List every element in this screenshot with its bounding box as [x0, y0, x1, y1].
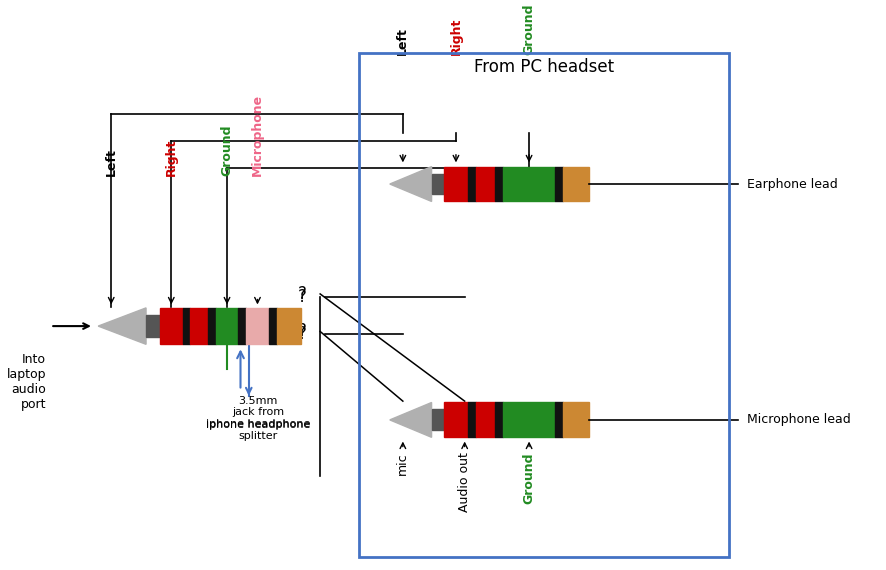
Text: Right: Right — [449, 18, 462, 55]
Polygon shape — [98, 308, 146, 344]
Bar — [208, 308, 215, 344]
Polygon shape — [390, 402, 431, 437]
Bar — [444, 166, 468, 201]
Bar — [268, 308, 276, 344]
Text: Right: Right — [165, 139, 178, 176]
Bar — [503, 402, 556, 437]
Bar — [476, 166, 495, 201]
Text: Ground: Ground — [523, 4, 535, 55]
Bar — [431, 409, 444, 430]
Text: iphone headphone: iphone headphone — [206, 420, 310, 430]
Bar — [238, 308, 246, 344]
Bar — [360, 52, 729, 556]
Bar — [476, 402, 495, 437]
Text: ?: ? — [299, 288, 307, 306]
Bar — [468, 166, 476, 201]
Bar — [431, 174, 444, 194]
Text: ?: ? — [299, 285, 307, 303]
Text: mic: mic — [396, 452, 409, 475]
Text: Microphone: Microphone — [251, 94, 264, 176]
Bar — [468, 402, 476, 437]
Bar — [246, 308, 268, 344]
Bar — [183, 308, 190, 344]
Bar — [444, 402, 468, 437]
Text: Left: Left — [105, 148, 118, 176]
Text: Earphone lead: Earphone lead — [747, 177, 837, 190]
Text: Microphone lead: Microphone lead — [747, 413, 851, 426]
Bar — [563, 166, 589, 201]
Bar — [276, 308, 301, 344]
Text: ?: ? — [299, 323, 307, 340]
Bar — [563, 402, 589, 437]
Bar — [556, 402, 563, 437]
Text: Ground: Ground — [221, 124, 234, 176]
Bar — [146, 315, 160, 337]
Bar — [503, 166, 556, 201]
Text: Ground: Ground — [523, 452, 535, 503]
Bar — [190, 308, 208, 344]
Bar — [556, 166, 563, 201]
Text: From PC headset: From PC headset — [474, 58, 614, 76]
Text: ?: ? — [299, 325, 307, 343]
Text: 3.5mm
jack from
iphone headphone
splitter: 3.5mm jack from iphone headphone splitte… — [206, 396, 310, 441]
Text: Into
laptop
audio
port: Into laptop audio port — [6, 353, 46, 411]
Bar — [495, 166, 503, 201]
Text: Left: Left — [396, 27, 409, 55]
Bar — [495, 402, 503, 437]
Polygon shape — [390, 166, 431, 201]
Bar — [160, 308, 183, 344]
Bar — [215, 308, 238, 344]
Text: Audio out: Audio out — [458, 452, 471, 512]
